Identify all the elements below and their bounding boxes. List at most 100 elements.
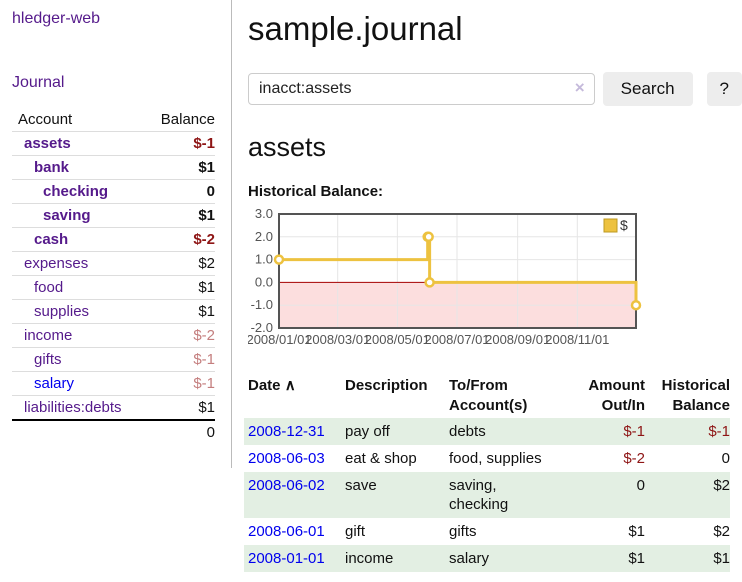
svg-text:0.0: 0.0	[255, 274, 273, 289]
register-header-description: Description	[345, 377, 428, 394]
transaction-description: pay off	[345, 423, 390, 440]
sort-ascending-icon: ∧	[284, 377, 296, 394]
sidebar-item-journal[interactable]: Journal	[12, 74, 65, 91]
transaction-amount: $1	[628, 523, 645, 540]
transaction-date-link[interactable]: 2008-06-02	[248, 477, 325, 494]
transaction-description: eat & shop	[345, 450, 417, 467]
register-header-date[interactable]: Date ∧	[244, 374, 345, 418]
transaction-row: 2008-06-01 gift gifts $1 $2	[244, 518, 730, 545]
legend-label: $	[620, 217, 628, 233]
clear-search-icon[interactable]: ×	[574, 78, 585, 97]
account-balance: $-1	[147, 371, 215, 396]
accounts-total-spacer	[12, 419, 148, 444]
account-link[interactable]: checking	[43, 183, 109, 200]
account-row: income $-2	[12, 323, 215, 348]
search-input[interactable]	[248, 73, 595, 105]
search-form: × Search ?	[248, 72, 742, 106]
search-box: ×	[248, 73, 595, 105]
legend-swatch	[603, 218, 618, 233]
register-header-date-label: Date	[248, 377, 281, 394]
transaction-date-link[interactable]: 2008-06-01	[248, 523, 325, 540]
accounts-table: Account Balance assets $-1 bank $1 check…	[12, 108, 215, 444]
svg-text:2008/09/01: 2008/09/01	[485, 332, 550, 347]
transaction-row: 2008-12-31 pay off debts $-1 $-1	[244, 418, 730, 445]
balance-chart-svg: 3.0 2.0 1.0 0.0 -1.0 -2.02008/01/012008/03/01…	[246, 206, 642, 347]
svg-text:2.0: 2.0	[255, 229, 273, 244]
register-header-row: Date ∧ Description To/From Account(s) Am…	[244, 374, 730, 418]
account-balance: $1	[147, 155, 215, 180]
account-link[interactable]: gifts	[34, 351, 62, 368]
svg-text:2008/11/01: 2008/11/01	[545, 332, 609, 347]
account-row: saving $1	[12, 203, 215, 228]
accounts-header-balance: Balance	[147, 108, 215, 132]
account-balance: $1	[147, 299, 215, 324]
account-link[interactable]: salary	[34, 375, 75, 392]
svg-text:-2.0: -2.0	[251, 320, 273, 335]
account-row: supplies $1	[12, 299, 215, 324]
transaction-description: gift	[345, 523, 366, 540]
account-link[interactable]: cash	[34, 231, 69, 248]
transaction-accounts: debts	[449, 423, 486, 440]
account-balance: $-1	[147, 131, 215, 156]
main-content: sample.journal × Search ? assets Histori…	[232, 0, 742, 572]
account-link[interactable]: saving	[43, 207, 91, 224]
transaction-description: save	[345, 477, 377, 494]
transaction-amount: $-2	[623, 450, 645, 467]
account-balance: $-2	[147, 227, 215, 252]
transaction-amount: $-1	[623, 423, 645, 440]
account-balance: $-2	[147, 323, 215, 348]
app-title-link[interactable]: hledger-web	[12, 10, 101, 27]
page-title: sample.journal	[248, 10, 463, 47]
accounts-total-balance: 0	[147, 419, 215, 444]
transaction-date-link[interactable]: 2008-01-01	[248, 550, 325, 567]
account-row: checking 0	[12, 179, 215, 204]
account-link[interactable]: income	[24, 327, 73, 344]
account-balance: $1	[147, 275, 215, 300]
register-header-balance: Historical Balance	[661, 377, 730, 414]
transaction-accounts: saving, checking	[449, 477, 509, 513]
sidebar: hledger-web Journal Account Balance asse…	[0, 0, 232, 468]
svg-text:3.0: 3.0	[255, 206, 273, 221]
transaction-balance: $-1	[708, 423, 730, 440]
account-link[interactable]: assets	[24, 135, 71, 152]
register-header-accounts: To/From Account(s)	[449, 377, 528, 414]
transaction-date-link[interactable]: 2008-12-31	[248, 423, 325, 440]
account-link[interactable]: food	[34, 279, 64, 296]
account-row: liabilities:debts $1	[12, 395, 215, 421]
account-row: food $1	[12, 275, 215, 300]
svg-text:-1.0: -1.0	[251, 297, 273, 312]
svg-text:2008/03/01: 2008/03/01	[305, 332, 370, 347]
transaction-balance: $2	[713, 523, 730, 540]
transaction-row: 2008-01-01 income salary $1 $1	[244, 545, 730, 572]
transaction-row: 2008-06-03 eat & shop food, supplies $-2…	[244, 445, 730, 472]
account-balance: $-1	[147, 347, 215, 372]
account-row: expenses $2	[12, 251, 215, 276]
chart-title: Historical Balance:	[248, 183, 384, 200]
transaction-date-link[interactable]: 2008-06-03	[248, 450, 325, 467]
account-link[interactable]: bank	[34, 159, 70, 176]
account-heading: assets	[248, 132, 327, 162]
transaction-description: income	[345, 550, 394, 567]
transaction-amount: 0	[636, 477, 645, 494]
account-balance: $1	[147, 203, 215, 228]
account-row: assets $-1	[12, 131, 215, 156]
account-link[interactable]: liabilities:debts	[24, 399, 122, 416]
register-table: Date ∧ Description To/From Account(s) Am…	[244, 374, 730, 572]
account-row: cash $-2	[12, 227, 215, 252]
historical-balance-chart: 3.0 2.0 1.0 0.0 -1.0 -2.0 2008/01/01 2008/03/01…	[246, 206, 742, 354]
transaction-balance: 0	[721, 450, 730, 467]
transaction-amount: $1	[628, 550, 645, 567]
account-link[interactable]: supplies	[34, 303, 90, 320]
search-button[interactable]: Search	[602, 72, 693, 106]
svg-text:2008/05/01: 2008/05/01	[365, 332, 430, 347]
svg-text:1.0: 1.0	[255, 252, 273, 267]
account-row: bank $1	[12, 155, 215, 180]
accounts-header-row: Account Balance	[12, 108, 215, 132]
account-balance: 0	[147, 179, 215, 204]
register-header-amount: Amount Out/In	[588, 377, 645, 414]
account-row: gifts $-1	[12, 347, 215, 372]
account-balance: $2	[147, 251, 215, 276]
svg-text:2008/07/01: 2008/07/01	[424, 332, 489, 347]
help-button[interactable]: ?	[706, 72, 742, 106]
account-link[interactable]: expenses	[24, 255, 89, 272]
